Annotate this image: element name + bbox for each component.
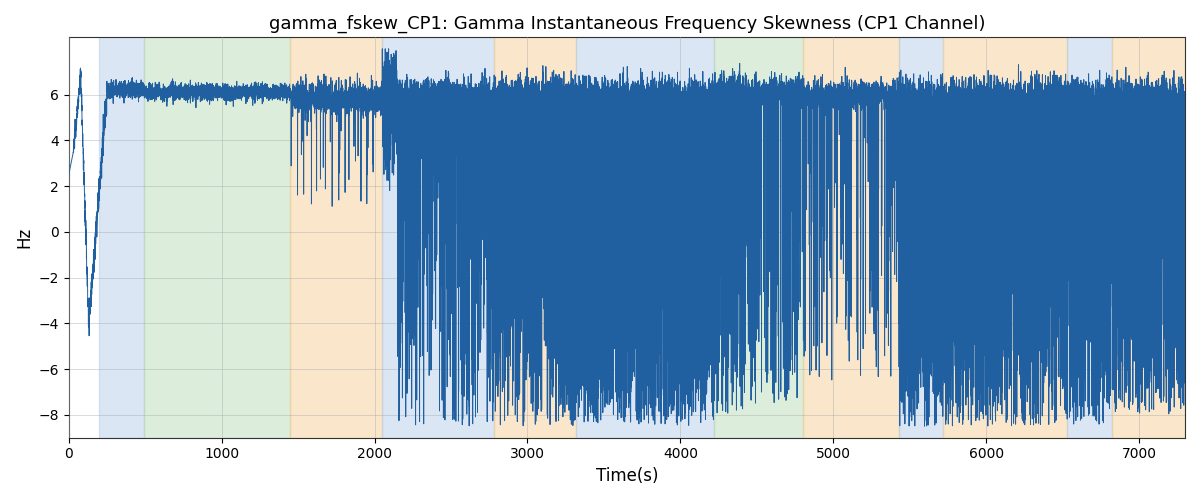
Bar <box>383 38 494 438</box>
Bar <box>1111 38 1184 438</box>
Bar <box>144 38 290 438</box>
Bar <box>494 38 576 438</box>
Bar <box>899 38 943 438</box>
Y-axis label: Hz: Hz <box>16 227 34 248</box>
Bar <box>714 38 803 438</box>
Title: gamma_fskew_CP1: Gamma Instantaneous Frequency Skewness (CP1 Channel): gamma_fskew_CP1: Gamma Instantaneous Fre… <box>269 15 985 34</box>
Bar <box>943 38 1067 438</box>
Bar <box>1067 38 1111 438</box>
Bar <box>100 38 144 438</box>
Bar <box>290 38 383 438</box>
X-axis label: Time(s): Time(s) <box>595 467 658 485</box>
Bar <box>803 38 899 438</box>
Bar <box>576 38 714 438</box>
